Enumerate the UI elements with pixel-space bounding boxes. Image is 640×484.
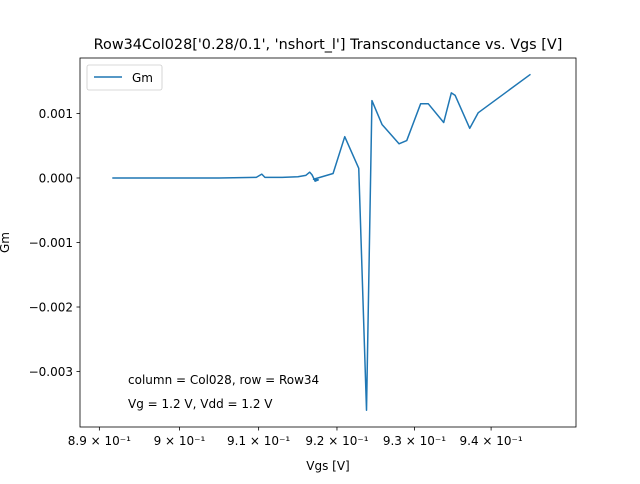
x-tick-label: 8.9 × 10⁻¹ [68, 434, 131, 448]
plot-area [80, 58, 576, 427]
x-tick-label: 9.1 × 10⁻¹ [227, 434, 290, 448]
annotation-voltages: Vg = 1.2 V, Vdd = 1.2 V [128, 397, 273, 411]
annotation-column-row: column = Col028, row = Row34 [128, 373, 319, 387]
y-tick-label: −0.003 [29, 365, 73, 379]
legend: Gm [86, 64, 163, 91]
y-tick-label: 0.000 [39, 171, 73, 185]
x-tick-label: 9.2 × 10⁻¹ [305, 434, 368, 448]
y-tick-label: −0.002 [29, 301, 73, 315]
gm-series-line [112, 73, 531, 411]
chart-title: Row34Col028['0.28/0.1', 'nshort_l'] Tran… [94, 37, 563, 53]
x-tick-label: 9 × 10⁻¹ [154, 434, 206, 448]
legend-label-gm: Gm [132, 71, 153, 85]
y-axis-ticks: 0.001 0.000 −0.001 −0.002 −0.003 [29, 107, 80, 379]
y-tick-label: −0.001 [29, 236, 73, 250]
x-tick-label: 9.3 × 10⁻¹ [383, 434, 446, 448]
x-axis-label: Vgs [V] [306, 459, 349, 473]
y-tick-label: 0.001 [39, 107, 73, 121]
legend-box [86, 64, 163, 91]
y-axis-label: Gm [0, 232, 12, 253]
plot-frame [79, 57, 577, 428]
x-tick-label: 9.4 × 10⁻¹ [460, 434, 523, 448]
x-axis-ticks: 8.9 × 10⁻¹ 9 × 10⁻¹ 9.1 × 10⁻¹ 9.2 × 10⁻¹ 9.… [68, 427, 523, 448]
